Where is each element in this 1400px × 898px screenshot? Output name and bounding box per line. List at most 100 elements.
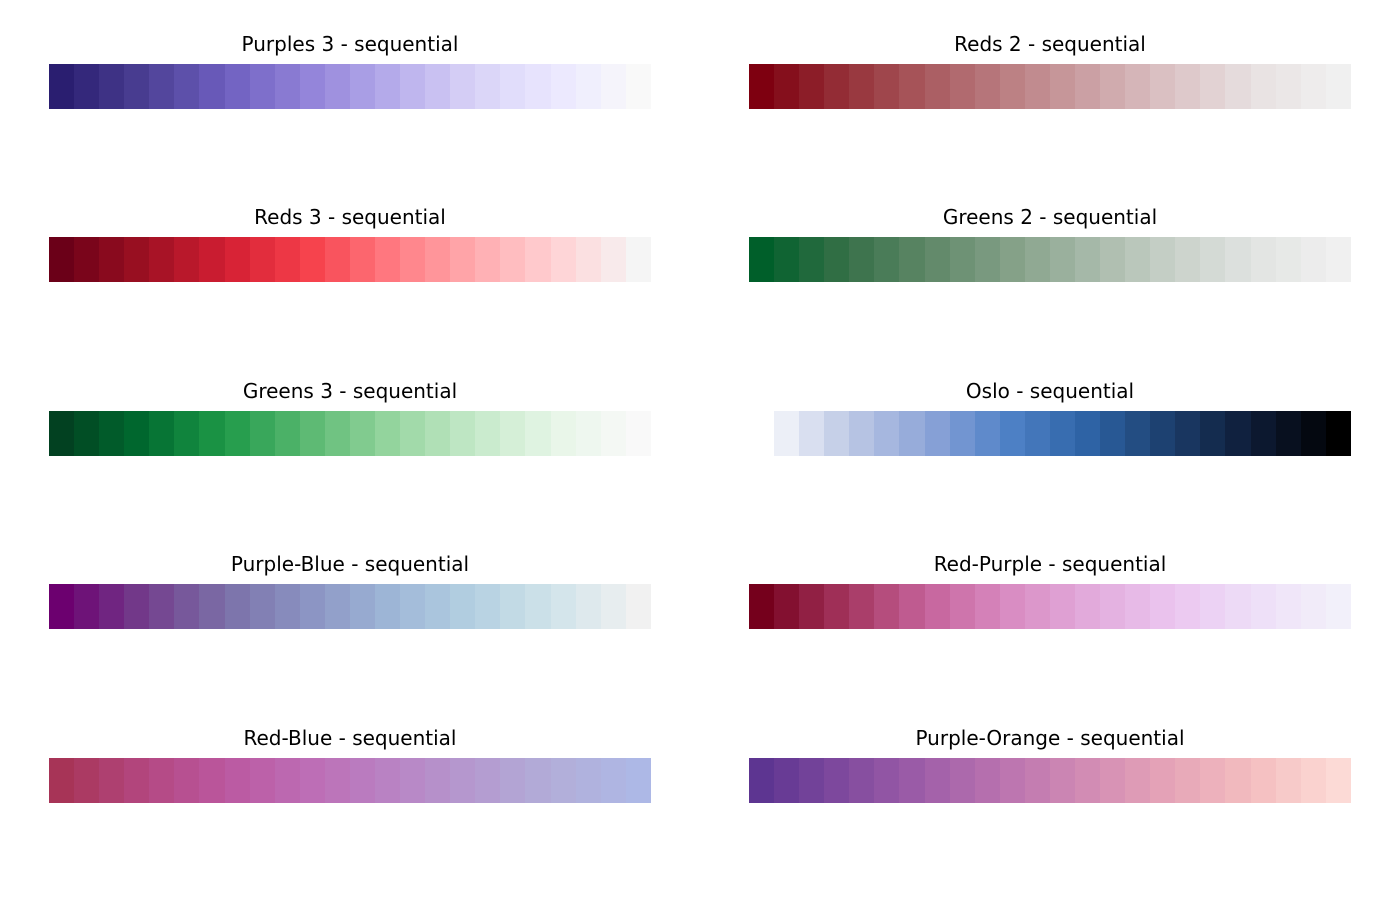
color-swatch: [375, 757, 401, 803]
color-swatch: [799, 64, 825, 109]
color-swatch: [249, 757, 275, 803]
color-swatch: [174, 237, 200, 283]
color-swatch: [349, 584, 376, 630]
color-swatch: [74, 64, 100, 109]
color-swatch: [224, 64, 250, 109]
color-swatch: [1049, 757, 1076, 803]
color-swatch: [500, 410, 526, 456]
color-swatch: [774, 757, 800, 803]
color-swatch: [575, 584, 601, 630]
color-gradient-bar: [749, 757, 1351, 803]
color-swatch: [525, 584, 551, 630]
color-swatch: [1150, 757, 1176, 803]
color-gradient-bar: [49, 584, 651, 630]
color-swatch: [924, 64, 950, 109]
color-swatch: [974, 410, 1000, 456]
color-swatch: [99, 64, 125, 109]
color-gradient-bar: [49, 410, 651, 456]
color-swatch: [749, 410, 775, 456]
color-swatch: [74, 237, 100, 283]
color-swatch: [1175, 64, 1201, 109]
color-swatch: [475, 410, 501, 456]
palette-panel: Purples 3 - sequential: [49, 31, 651, 204]
palette-panel: Greens 2 - sequential: [749, 204, 1351, 377]
color-swatch: [974, 237, 1000, 283]
color-swatch: [1250, 237, 1276, 283]
color-swatch: [1049, 584, 1076, 630]
color-swatch: [999, 64, 1025, 109]
color-swatch: [550, 237, 576, 283]
color-swatch: [274, 757, 300, 803]
color-swatch: [899, 410, 925, 456]
color-swatch: [324, 237, 350, 283]
color-swatch: [1250, 584, 1276, 630]
color-swatch: [899, 64, 925, 109]
palette-title: Greens 3 - sequential: [242, 378, 458, 403]
color-swatch: [924, 584, 950, 630]
color-swatch: [425, 64, 451, 109]
color-swatch: [949, 237, 975, 283]
color-swatch: [425, 237, 451, 283]
color-swatch: [625, 237, 651, 283]
color-swatch: [349, 237, 376, 283]
color-swatch: [600, 237, 626, 283]
color-swatch: [274, 410, 300, 456]
color-swatch: [249, 584, 275, 630]
color-swatch: [625, 410, 651, 456]
color-swatch: [450, 64, 476, 109]
color-swatch: [949, 64, 975, 109]
color-swatch: [1125, 410, 1151, 456]
color-swatch: [475, 757, 501, 803]
color-swatch: [949, 584, 975, 630]
color-swatch: [224, 757, 250, 803]
color-swatch: [1225, 64, 1251, 109]
color-swatch: [74, 584, 100, 630]
color-swatch: [49, 64, 75, 109]
color-swatch: [874, 64, 900, 109]
color-swatch: [74, 757, 100, 803]
color-swatch: [450, 410, 476, 456]
color-swatch: [575, 64, 601, 109]
color-swatch: [575, 757, 601, 803]
color-swatch: [1200, 410, 1226, 456]
color-swatch: [249, 237, 275, 283]
color-swatch: [774, 64, 800, 109]
color-swatch: [174, 410, 200, 456]
color-swatch: [400, 237, 426, 283]
color-swatch: [1175, 237, 1201, 283]
color-swatch: [849, 410, 875, 456]
color-swatch: [974, 584, 1000, 630]
color-swatch: [550, 584, 576, 630]
color-swatch: [1250, 64, 1276, 109]
color-swatch: [874, 584, 900, 630]
color-swatch: [199, 410, 225, 456]
color-swatch: [550, 410, 576, 456]
color-swatch: [924, 410, 950, 456]
color-swatch: [1075, 410, 1101, 456]
color-swatch: [1175, 410, 1201, 456]
color-swatch: [475, 584, 501, 630]
color-swatch: [1200, 64, 1226, 109]
color-swatch: [899, 584, 925, 630]
color-swatch: [1175, 757, 1201, 803]
color-swatch: [99, 410, 125, 456]
color-swatch: [99, 757, 125, 803]
color-swatch: [425, 410, 451, 456]
color-swatch: [1225, 757, 1251, 803]
color-swatch: [1175, 584, 1201, 630]
color-swatch: [49, 237, 75, 283]
color-swatch: [375, 237, 401, 283]
palette-grid: Purples 3 - sequential Reds 2 - sequentia…: [49, 31, 1351, 898]
color-swatch: [1075, 237, 1101, 283]
color-swatch: [625, 64, 651, 109]
color-swatch: [1075, 757, 1101, 803]
color-swatch: [525, 410, 551, 456]
color-swatch: [1325, 757, 1351, 803]
color-swatch: [1075, 584, 1101, 630]
color-swatch: [1300, 757, 1326, 803]
color-swatch: [224, 237, 250, 283]
color-swatch: [1250, 410, 1276, 456]
color-swatch: [500, 237, 526, 283]
color-swatch: [1300, 237, 1326, 283]
color-swatch: [199, 584, 225, 630]
